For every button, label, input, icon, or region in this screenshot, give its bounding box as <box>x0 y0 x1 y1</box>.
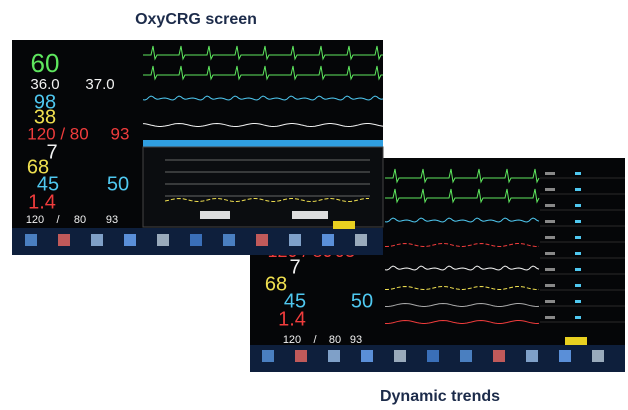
vital-value: 37.0 <box>85 76 114 93</box>
vital-value: 120 / 80 <box>27 124 88 143</box>
button <box>333 221 355 229</box>
cell <box>545 268 555 271</box>
app-icon <box>25 234 37 246</box>
cell <box>575 316 581 319</box>
app-icon <box>58 234 70 246</box>
cell <box>575 268 581 271</box>
dialog <box>143 147 383 227</box>
cell <box>545 204 555 207</box>
cell <box>545 284 555 287</box>
cell <box>575 220 581 223</box>
vital-value: 1.4 <box>278 308 306 330</box>
app-icon <box>355 234 367 246</box>
app-icon <box>592 350 604 362</box>
button <box>565 337 587 345</box>
caption: OxyCRG screen <box>135 11 257 28</box>
button <box>200 211 230 219</box>
app-icon <box>124 234 136 246</box>
app-icon <box>262 350 274 362</box>
cell <box>575 252 581 255</box>
app-icon <box>493 350 505 362</box>
vital-value: 93 <box>350 334 362 346</box>
cell <box>545 316 555 319</box>
vital-value: 120 <box>26 214 44 226</box>
vital-value: 120 <box>283 334 301 346</box>
app-icon <box>328 350 340 362</box>
cell <box>545 172 555 175</box>
vital-value: 7 <box>289 256 300 278</box>
cell <box>545 188 555 191</box>
app-icon <box>460 350 472 362</box>
cell <box>545 236 555 239</box>
app-icon <box>361 350 373 362</box>
app-icon <box>295 350 307 362</box>
button <box>292 211 328 219</box>
app-icon <box>223 234 235 246</box>
app-icon <box>157 234 169 246</box>
vital-value: 1.4 <box>28 191 56 213</box>
app-icon <box>289 234 301 246</box>
vital-value: 93 <box>106 214 118 226</box>
vital-value: 60 <box>31 48 60 78</box>
app-icon <box>91 234 103 246</box>
vital-value: 50 <box>107 173 129 195</box>
app-icon <box>190 234 202 246</box>
cell <box>545 300 555 303</box>
cell <box>545 252 555 255</box>
cell <box>545 220 555 223</box>
cell <box>575 300 581 303</box>
page: OxyCRG screen Dynamic trends 120 / 80 93 7… <box>0 0 628 410</box>
vital-value: 50 <box>351 290 373 312</box>
app-icon <box>256 234 268 246</box>
app-icon <box>394 350 406 362</box>
vital-value: 80 <box>329 334 341 346</box>
cell <box>575 172 581 175</box>
app-icon <box>526 350 538 362</box>
dialog-header <box>143 140 383 147</box>
vital-value: 93 <box>111 124 130 143</box>
app-icon <box>427 350 439 362</box>
cell <box>575 236 581 239</box>
cell <box>575 188 581 191</box>
vital-value: 80 <box>74 214 86 226</box>
caption: Dynamic trends <box>380 388 500 405</box>
cell <box>575 284 581 287</box>
app-icon <box>322 234 334 246</box>
cell <box>575 204 581 207</box>
app-icon <box>559 350 571 362</box>
